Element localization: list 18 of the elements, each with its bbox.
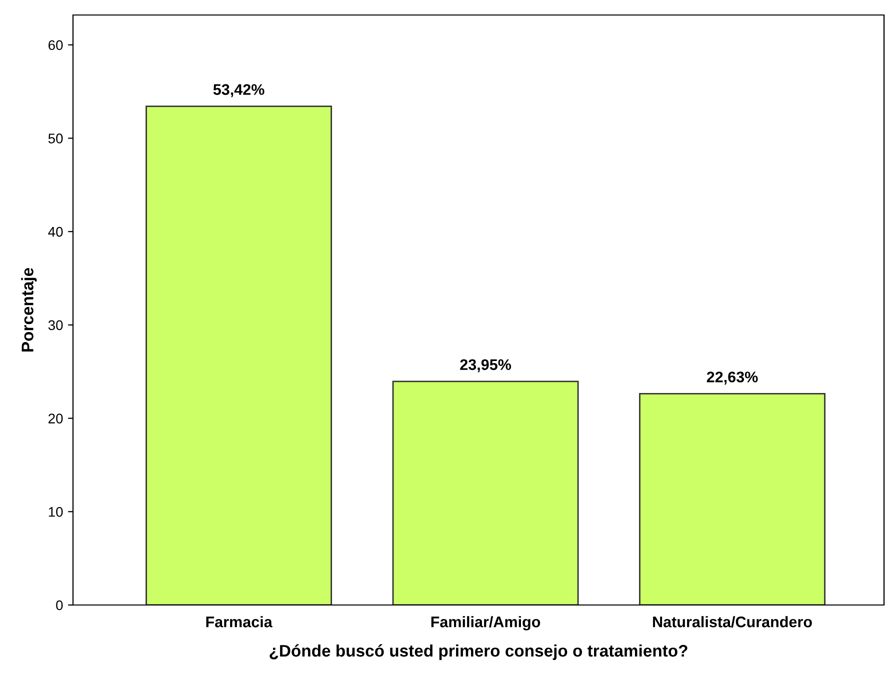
y-tick-label: 40	[48, 226, 63, 237]
data-label: 23,95%	[460, 359, 512, 372]
y-axis-title: Porcentaje	[21, 268, 37, 352]
bar	[392, 380, 579, 605]
y-tick-label: 0	[56, 600, 63, 610]
data-label: 22,63%	[706, 372, 758, 385]
x-axis-title: ¿Dónde buscó usted primero consejo o tratamiento?	[270, 644, 688, 660]
bar	[146, 106, 332, 605]
data-label: 53,42%	[213, 84, 264, 98]
y-tick-label: 60	[48, 40, 63, 50]
x-tick-label: Farmacia	[206, 616, 272, 628]
bar	[639, 393, 826, 605]
y-tick-label: 10	[48, 506, 63, 517]
y-tick-label: 50	[48, 134, 63, 144]
y-tick-label: 20	[48, 414, 63, 424]
x-tick-label: Familiar/Amigo	[431, 616, 540, 630]
x-tick-label: Naturalista/Curandero	[653, 616, 812, 628]
y-tick-label: 30	[48, 320, 63, 330]
